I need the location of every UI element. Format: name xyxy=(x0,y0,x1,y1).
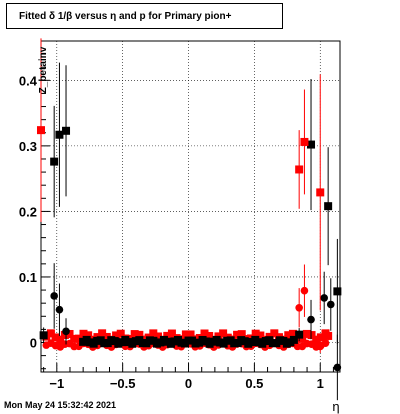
band-point xyxy=(251,329,260,338)
plot-frame xyxy=(40,40,341,373)
x-tick-label: 0.5 xyxy=(245,376,263,391)
data-point xyxy=(307,140,316,149)
x-tick-label: −1 xyxy=(49,376,64,391)
data-points xyxy=(37,38,342,401)
data-point xyxy=(324,331,333,340)
data-point xyxy=(50,157,59,166)
data-bands xyxy=(42,329,330,351)
data-point xyxy=(326,300,335,309)
band-point xyxy=(163,331,172,340)
data-point xyxy=(333,363,342,372)
band-point xyxy=(270,329,279,338)
data-point xyxy=(39,331,48,340)
band-point xyxy=(56,335,65,344)
data-point xyxy=(307,315,315,324)
band-point xyxy=(130,330,139,339)
y-axis-label: Z_betainv xyxy=(38,46,49,93)
band-point xyxy=(298,334,307,343)
data-point xyxy=(50,292,58,300)
data-point xyxy=(316,188,325,197)
band-point xyxy=(102,332,111,341)
band-point xyxy=(153,332,162,341)
band-point xyxy=(186,330,195,339)
band-point xyxy=(167,329,176,338)
band-point xyxy=(289,335,298,344)
x-tick-label: −0.5 xyxy=(110,376,136,391)
data-point xyxy=(320,294,328,302)
data-point xyxy=(300,137,309,146)
timestamp: Mon May 24 15:32:42 2021 xyxy=(4,400,117,410)
y-tick-label: 0 xyxy=(30,336,37,351)
band-point xyxy=(284,331,293,340)
data-point xyxy=(55,305,64,314)
data-point xyxy=(295,165,304,174)
y-tick-label: 0.2 xyxy=(19,204,37,219)
grid xyxy=(41,41,340,372)
band-point xyxy=(135,330,144,339)
band-point xyxy=(302,329,311,338)
band-point xyxy=(256,331,265,340)
band-point xyxy=(149,329,158,338)
band-point xyxy=(288,329,297,338)
band-point xyxy=(233,330,242,339)
band-point xyxy=(70,334,79,343)
band-point xyxy=(84,331,93,340)
band-point xyxy=(98,329,107,338)
data-point xyxy=(333,287,342,296)
axis-labels: −1 −0.5 0 0.5 1 0 0.1 0.2 0.3 0.4 η Z_betainv xyxy=(19,46,340,414)
y-tick-label: 0.4 xyxy=(19,73,38,88)
data-point xyxy=(324,202,333,211)
band-point xyxy=(200,329,209,338)
band-point xyxy=(112,331,121,340)
band-point xyxy=(237,330,246,339)
band-point xyxy=(74,334,83,343)
x-tick-label: 0 xyxy=(185,376,192,391)
data-point xyxy=(316,342,325,351)
data-point xyxy=(62,126,71,135)
band-point xyxy=(205,331,214,340)
y-tick-label: 0.1 xyxy=(19,270,37,285)
data-point xyxy=(295,303,303,312)
band-point xyxy=(116,329,125,338)
band-point xyxy=(181,330,190,339)
band-point xyxy=(219,329,228,338)
band-point xyxy=(65,329,74,338)
x-axis-label: η xyxy=(332,399,339,414)
band-point xyxy=(312,335,321,344)
band-point xyxy=(79,329,88,338)
band-point xyxy=(316,333,325,342)
band-point xyxy=(307,331,316,340)
data-point xyxy=(37,126,45,135)
chart-title: Fitted δ 1/β versus η and p for Primary … xyxy=(19,11,232,22)
y-tick-label: 0.3 xyxy=(19,139,37,154)
x-tick-label: 1 xyxy=(317,376,324,391)
band-point xyxy=(46,329,55,338)
data-point xyxy=(55,130,64,139)
axis-ticks xyxy=(41,53,334,372)
band-point xyxy=(51,333,60,342)
data-point xyxy=(62,327,70,336)
data-point xyxy=(295,330,304,339)
chart-title-box: Fitted δ 1/β versus η and p for Primary … xyxy=(6,3,283,29)
data-point xyxy=(300,286,309,295)
